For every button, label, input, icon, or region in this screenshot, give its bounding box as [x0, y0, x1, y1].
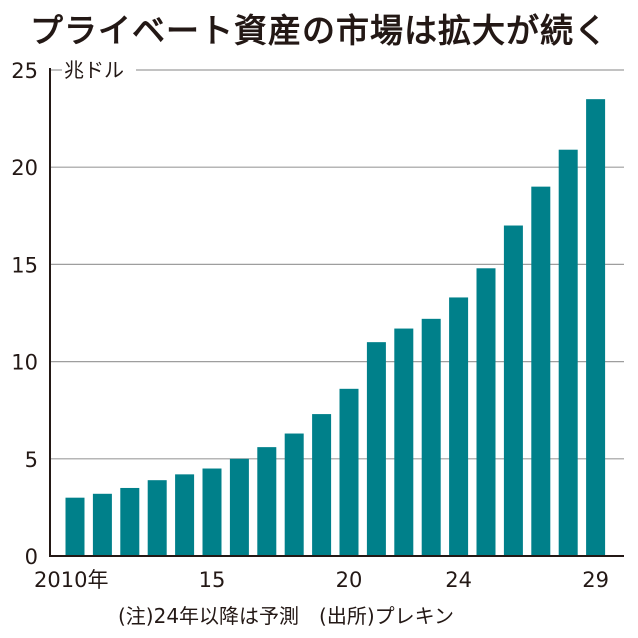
bar-2014: [175, 474, 195, 556]
bar-2026: [503, 225, 523, 556]
bar-2020: [339, 388, 359, 556]
axes: [49, 68, 624, 557]
y-tick-label-5: 5: [25, 448, 38, 472]
bar-2021: [366, 342, 386, 556]
x-tick-label-19: 29: [582, 568, 609, 592]
chart-title: プライベート資産の市場は拡大が続く: [30, 11, 608, 50]
x-tick-label-10: 20: [336, 568, 363, 592]
y-tick-label-0: 0: [25, 545, 38, 569]
y-tick-label-20: 20: [11, 156, 38, 180]
bars: [65, 99, 606, 557]
bar-2022: [394, 328, 414, 556]
x-tick-label-0: 2010年: [34, 568, 108, 592]
bar-2028: [558, 149, 578, 557]
y-tick-label-10: 10: [11, 351, 38, 375]
tick-labels: 0 5 10 15 20 25 兆ドル 2010年 15 20 24 29: [11, 58, 609, 592]
bar-2011: [92, 493, 112, 556]
bar-2012: [120, 487, 140, 556]
gridlines: [50, 69, 624, 460]
bar-2019: [312, 414, 332, 556]
bar-2015: [202, 468, 222, 556]
bar-2027: [531, 186, 551, 556]
y-tick-label-25: 25: [11, 59, 38, 83]
bar-2017: [257, 447, 277, 556]
bar-2024: [449, 297, 469, 556]
bar-2013: [147, 480, 167, 556]
y-unit-label: 兆ドル: [64, 58, 124, 82]
bar-2025: [476, 268, 496, 556]
y-tick-label-15: 15: [11, 253, 38, 277]
x-tick-label-5: 15: [199, 568, 226, 592]
x-tick-label-14: 24: [445, 568, 472, 592]
chart-note: (注)24年以降は予測 (出所)プレキン: [118, 604, 455, 628]
bar-2016: [229, 458, 249, 556]
bar-2018: [284, 433, 304, 556]
bar-2023: [421, 318, 441, 556]
bar-2029: [586, 99, 606, 556]
unit-label-backdrop: [62, 58, 136, 82]
bar-2010: [65, 497, 85, 556]
